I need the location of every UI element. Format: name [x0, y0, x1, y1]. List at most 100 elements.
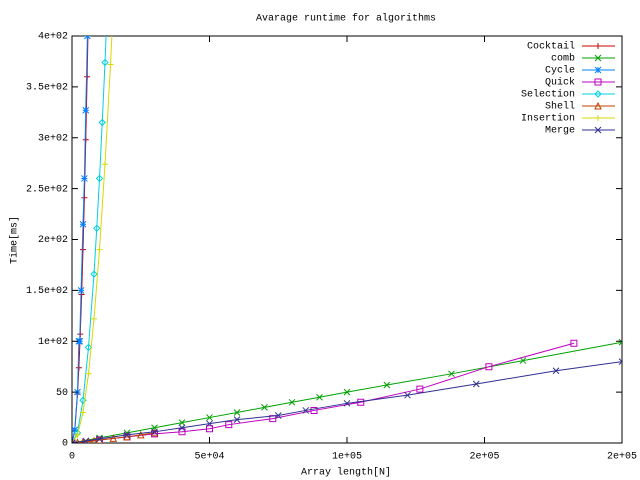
- point: [85, 370, 92, 377]
- point: [383, 381, 391, 389]
- point: [343, 388, 351, 396]
- point: [101, 58, 109, 67]
- point: [357, 398, 365, 406]
- x-axis-label: Array length[N]: [301, 467, 391, 479]
- legend-marker: [594, 54, 602, 62]
- legend-marker: [594, 90, 602, 98]
- point: [316, 393, 323, 401]
- point: [75, 364, 82, 371]
- legend-label: Cocktail: [527, 41, 575, 53]
- y-tick-label: 2.5e+02: [26, 184, 68, 195]
- point: [178, 424, 186, 432]
- legend-label: Merge: [545, 126, 575, 137]
- point: [98, 118, 106, 127]
- point: [261, 404, 268, 411]
- point: [178, 419, 186, 427]
- point: [84, 73, 91, 80]
- point: [76, 337, 84, 345]
- legend-marker: [594, 101, 602, 110]
- point: [72, 439, 76, 443]
- point: [343, 399, 351, 407]
- legend-label: Shell: [545, 101, 575, 113]
- x-tick-label: 0: [69, 452, 75, 463]
- point: [84, 343, 93, 352]
- point: [233, 409, 241, 416]
- x-tick-label: 2e+05: [469, 452, 499, 463]
- point: [109, 434, 118, 442]
- point: [95, 174, 104, 183]
- legend-marker: [594, 126, 602, 134]
- point: [72, 426, 79, 434]
- point: [107, 61, 114, 68]
- point: [570, 339, 578, 347]
- point: [123, 431, 131, 439]
- y-axis-label: Time[ms]: [9, 216, 21, 264]
- point: [136, 430, 145, 439]
- point: [274, 412, 282, 419]
- point: [90, 270, 98, 278]
- legend-marker: [594, 66, 602, 74]
- legend-marker: [595, 115, 601, 121]
- point: [448, 370, 455, 378]
- x-tick-label: 2e+05: [607, 452, 637, 463]
- y-tick-label: 0: [62, 439, 68, 450]
- point: [519, 357, 527, 364]
- series-line: [72, 36, 88, 443]
- point: [102, 161, 108, 168]
- series-line: [72, 36, 107, 443]
- point: [72, 439, 76, 443]
- point: [82, 106, 90, 114]
- legend-label: Selection: [521, 89, 575, 101]
- point: [485, 363, 493, 371]
- point: [302, 407, 310, 414]
- point: [310, 406, 318, 414]
- y-tick-label: 3.5e+02: [26, 83, 68, 94]
- chart-title: Avarage runtime for algorithms: [256, 13, 436, 25]
- point: [288, 398, 296, 406]
- point: [91, 315, 97, 322]
- point: [93, 224, 101, 233]
- y-tick-label: 1.5e+02: [26, 286, 68, 297]
- point: [206, 414, 213, 421]
- plot-area: [72, 36, 622, 443]
- legend-marker: [595, 43, 601, 49]
- x-tick-label: 1e+05: [332, 452, 362, 463]
- point: [96, 435, 103, 443]
- legend-label: comb: [551, 53, 575, 65]
- legend-label: Insertion: [521, 113, 575, 125]
- y-tick-label: 1e+02: [38, 337, 68, 348]
- point: [225, 421, 233, 429]
- point: [79, 220, 87, 228]
- legend-marker: [594, 78, 602, 86]
- point: [416, 385, 424, 393]
- point: [72, 439, 76, 443]
- point: [81, 194, 88, 201]
- point: [90, 436, 98, 443]
- point: [404, 391, 411, 399]
- point: [82, 136, 89, 143]
- point: [472, 380, 480, 388]
- point: [552, 367, 560, 375]
- point: [81, 175, 88, 182]
- y-tick-label: 50: [56, 388, 68, 399]
- point: [74, 431, 81, 438]
- x-tick-label: 5e+04: [194, 452, 224, 463]
- y-tick-label: 4e+02: [38, 32, 68, 43]
- point: [80, 246, 86, 253]
- point: [78, 291, 85, 298]
- point: [233, 416, 241, 423]
- y-tick-label: 2e+02: [38, 235, 68, 246]
- y-tick-label: 3e+02: [38, 133, 68, 144]
- point: [77, 287, 85, 294]
- legend-label: Quick: [545, 77, 575, 89]
- point: [206, 420, 213, 428]
- point: [82, 437, 90, 443]
- point: [618, 338, 622, 346]
- point: [80, 409, 86, 416]
- point: [85, 437, 92, 443]
- point: [206, 425, 213, 433]
- legend-label: Cycle: [545, 65, 575, 77]
- point: [96, 246, 103, 253]
